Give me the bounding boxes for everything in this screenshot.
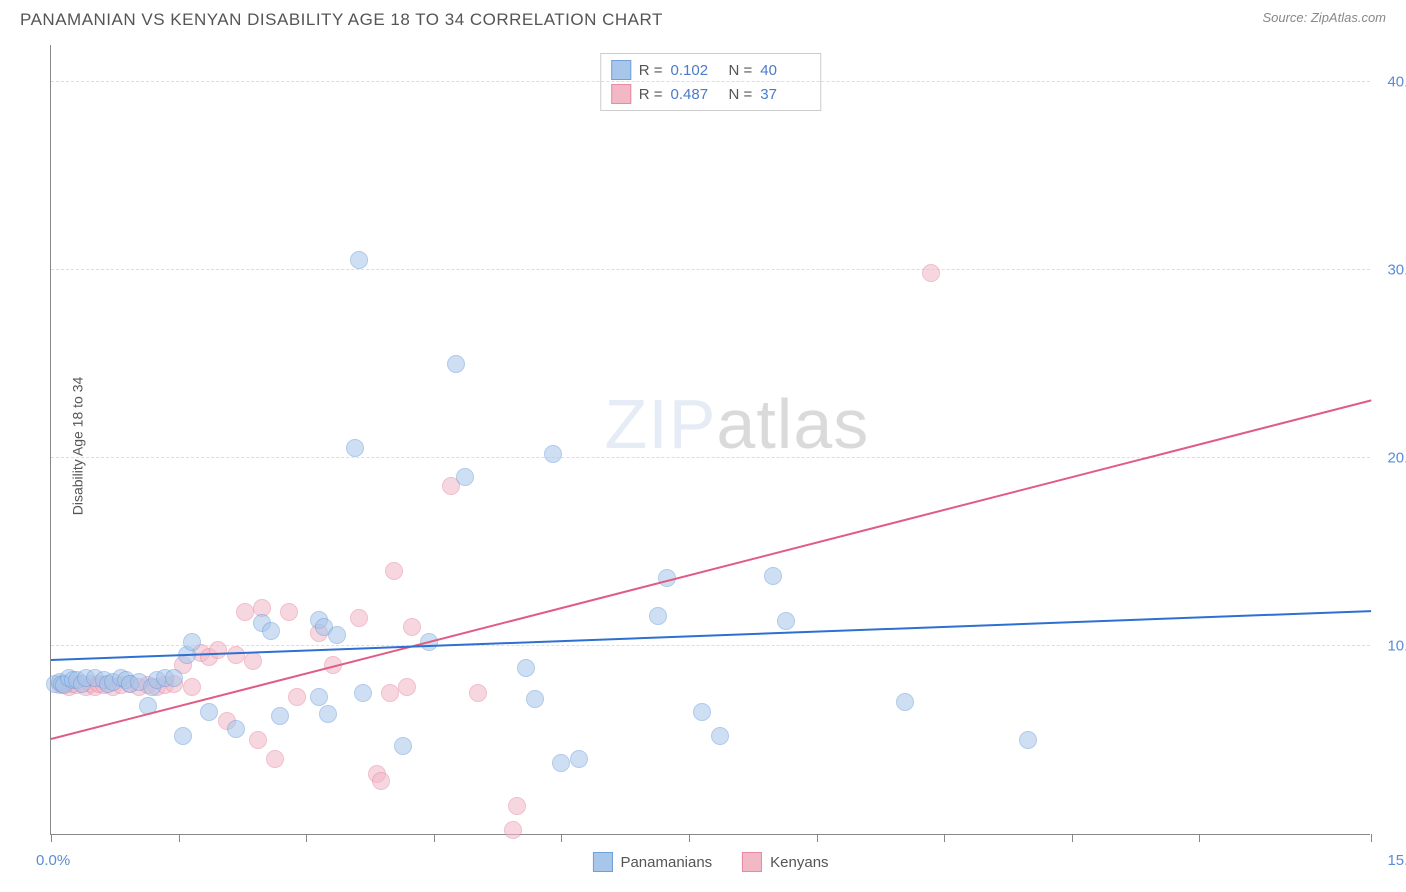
data-point xyxy=(266,750,284,768)
data-point xyxy=(328,626,346,644)
data-point xyxy=(922,264,940,282)
data-point xyxy=(447,355,465,373)
x-tick xyxy=(817,834,818,842)
x-tick xyxy=(1199,834,1200,842)
data-point xyxy=(183,678,201,696)
data-point xyxy=(508,797,526,815)
data-point xyxy=(517,659,535,677)
source-attribution: Source: ZipAtlas.com xyxy=(1262,10,1386,25)
r-value-panamanians: 0.102 xyxy=(671,62,721,79)
x-tick xyxy=(434,834,435,842)
data-point xyxy=(711,727,729,745)
watermark: ZIPatlas xyxy=(604,384,869,464)
gridline xyxy=(51,457,1370,458)
data-point xyxy=(262,622,280,640)
swatch-panamanians-icon xyxy=(611,60,631,80)
y-tick-label: 40.0% xyxy=(1387,73,1406,90)
data-point xyxy=(403,618,421,636)
data-point xyxy=(693,703,711,721)
legend-label-panamanians: Panamanians xyxy=(620,854,712,871)
x-tick xyxy=(51,834,52,842)
legend-label-kenyans: Kenyans xyxy=(770,854,828,871)
data-point xyxy=(456,468,474,486)
x-tick xyxy=(1371,834,1372,842)
gridline xyxy=(51,269,1370,270)
legend-item-panamanians: Panamanians xyxy=(592,852,712,872)
data-point xyxy=(165,669,183,687)
scatter-plot: ZIPatlas R = 0.102 N = 40 R = 0.487 N = … xyxy=(50,45,1370,835)
r-value-kenyans: 0.487 xyxy=(671,86,721,103)
data-point xyxy=(372,772,390,790)
data-point xyxy=(552,754,570,772)
data-point xyxy=(526,690,544,708)
y-tick-label: 10.0% xyxy=(1387,637,1406,654)
x-tick xyxy=(689,834,690,842)
plot-area: ZIPatlas R = 0.102 N = 40 R = 0.487 N = … xyxy=(50,45,1370,835)
r-label: R = xyxy=(639,86,663,103)
data-point xyxy=(469,684,487,702)
gridline xyxy=(51,81,1370,82)
x-tick xyxy=(561,834,562,842)
y-tick-label: 20.0% xyxy=(1387,449,1406,466)
y-tick-label: 30.0% xyxy=(1387,261,1406,278)
data-point xyxy=(244,652,262,670)
x-axis-max-label: 15.0% xyxy=(1387,852,1406,869)
n-label: N = xyxy=(729,62,753,79)
data-point xyxy=(227,646,245,664)
trendline xyxy=(51,399,1371,740)
data-point xyxy=(544,445,562,463)
x-tick xyxy=(1072,834,1073,842)
swatch-kenyans-icon xyxy=(611,84,631,104)
n-label: N = xyxy=(729,86,753,103)
x-tick xyxy=(306,834,307,842)
data-point xyxy=(227,720,245,738)
chart-title: PANAMANIAN VS KENYAN DISABILITY AGE 18 T… xyxy=(20,10,663,30)
swatch-kenyans-icon xyxy=(742,852,762,872)
data-point xyxy=(354,684,372,702)
data-point xyxy=(570,750,588,768)
data-point xyxy=(174,727,192,745)
data-point xyxy=(504,821,522,839)
data-point xyxy=(385,562,403,580)
data-point xyxy=(271,707,289,725)
gridline xyxy=(51,645,1370,646)
data-point xyxy=(209,641,227,659)
data-point xyxy=(764,567,782,585)
data-point xyxy=(381,684,399,702)
legend-row-kenyans: R = 0.487 N = 37 xyxy=(611,82,811,106)
data-point xyxy=(288,688,306,706)
data-point xyxy=(350,609,368,627)
data-point xyxy=(249,731,267,749)
r-label: R = xyxy=(639,62,663,79)
n-value-panamanians: 40 xyxy=(760,62,810,79)
x-tick xyxy=(944,834,945,842)
watermark-zip: ZIP xyxy=(604,385,716,463)
data-point xyxy=(896,693,914,711)
data-point xyxy=(398,678,416,696)
data-point xyxy=(236,603,254,621)
x-tick xyxy=(179,834,180,842)
series-legend: Panamanians Kenyans xyxy=(592,852,828,872)
data-point xyxy=(394,737,412,755)
data-point xyxy=(1019,731,1037,749)
data-point xyxy=(346,439,364,457)
swatch-panamanians-icon xyxy=(592,852,612,872)
legend-row-panamanians: R = 0.102 N = 40 xyxy=(611,58,811,82)
data-point xyxy=(183,633,201,651)
legend-item-kenyans: Kenyans xyxy=(742,852,828,872)
data-point xyxy=(350,251,368,269)
data-point xyxy=(200,703,218,721)
data-point xyxy=(319,705,337,723)
x-axis-min-label: 0.0% xyxy=(36,852,70,869)
data-point xyxy=(280,603,298,621)
n-value-kenyans: 37 xyxy=(760,86,810,103)
watermark-atlas: atlas xyxy=(716,385,869,463)
data-point xyxy=(649,607,667,625)
correlation-legend: R = 0.102 N = 40 R = 0.487 N = 37 xyxy=(600,53,822,111)
data-point xyxy=(777,612,795,630)
data-point xyxy=(310,688,328,706)
